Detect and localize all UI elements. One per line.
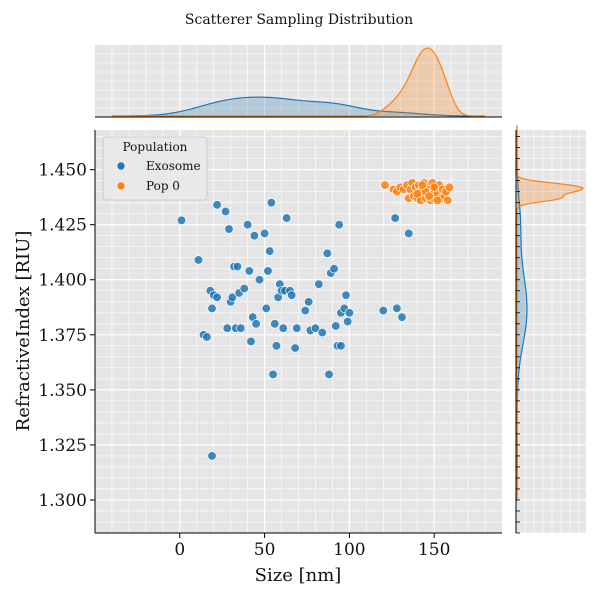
point-pop-0 (444, 182, 455, 192)
point-exosome (254, 275, 265, 285)
point-exosome (331, 321, 341, 331)
x-tick-label: 150 (418, 540, 450, 560)
point-exosome (263, 266, 273, 276)
point-exosome (202, 332, 212, 342)
point-exosome (246, 336, 256, 347)
point-exosome (281, 213, 292, 223)
point-exosome (212, 292, 222, 303)
point-pop-0 (417, 180, 427, 190)
scatter-points (176, 178, 455, 461)
point-pop-0 (432, 195, 443, 206)
x-axis-ticks: 0 50 100 150 (174, 533, 450, 560)
legend-marker-exosome (116, 161, 126, 171)
point-exosome (207, 451, 217, 461)
point-exosome (341, 290, 351, 300)
point-exosome (304, 297, 314, 307)
point-exosome (378, 305, 388, 316)
y-tick-label: 1.425 (38, 216, 87, 236)
point-exosome (193, 255, 204, 265)
top-kde-line-exosome (111, 96, 486, 117)
point-exosome (290, 343, 300, 353)
point-exosome (271, 341, 282, 351)
right-marginal-panel (515, 125, 586, 534)
y-tick-label: 1.325 (38, 436, 87, 456)
point-exosome (224, 224, 234, 234)
point-exosome (314, 279, 324, 289)
legend: Population Exosome Pop 0 (102, 136, 208, 201)
legend-label-pop0: Pop 0 (146, 179, 180, 193)
point-exosome (207, 303, 217, 314)
top-marginal-kde (111, 47, 486, 117)
right-marginal-background (516, 130, 586, 533)
x-axis-label: Size [nm] (255, 565, 342, 586)
point-exosome (176, 215, 187, 225)
point-exosome (300, 305, 310, 316)
point-exosome (270, 319, 280, 329)
point-exosome (343, 316, 353, 327)
point-exosome (212, 200, 222, 210)
point-exosome (222, 323, 232, 333)
point-exosome (392, 303, 402, 314)
y-tick-label: 1.300 (38, 491, 87, 511)
top-kde-fill-exosome (111, 97, 486, 116)
point-exosome (239, 283, 249, 294)
point-exosome (249, 231, 260, 241)
y-axis-label: RefractiveIndex [RIU] (13, 231, 34, 432)
point-exosome (268, 369, 278, 380)
point-pop-0 (412, 189, 422, 199)
x-tick-label: 100 (333, 540, 365, 560)
y-tick-label: 1.400 (38, 271, 87, 291)
point-exosome (261, 303, 271, 314)
point-exosome (242, 220, 253, 230)
point-exosome (220, 206, 231, 217)
y-tick-label: 1.375 (38, 326, 87, 346)
legend-marker-pop0 (116, 181, 126, 191)
top-kde-fill-pop-0 (111, 48, 486, 116)
point-exosome (397, 312, 407, 322)
legend-label-exosome: Exosome (146, 159, 201, 173)
point-exosome (292, 323, 302, 333)
right-marginal-ticks (516, 136, 520, 534)
point-exosome (232, 261, 243, 272)
point-exosome (227, 292, 238, 303)
point-exosome (334, 220, 344, 230)
point-exosome (251, 319, 261, 329)
right-kde-fill-exosome (517, 125, 527, 500)
point-exosome (259, 228, 270, 239)
main-plot-panel: 0 50 100 150 1.300 1.325 1.350 1.375 1.400 1.425… (38, 130, 502, 560)
legend-box (102, 136, 208, 201)
point-exosome (329, 264, 339, 274)
legend-title: Population (123, 140, 188, 154)
point-exosome (244, 266, 254, 276)
chart-title: Scatterer Sampling Distribution (185, 12, 413, 28)
point-exosome (336, 341, 346, 351)
point-exosome (310, 323, 321, 333)
point-pop-0 (429, 182, 439, 192)
point-exosome (317, 327, 327, 338)
point-exosome (404, 228, 414, 239)
y-axis-ticks: 1.300 1.325 1.350 1.375 1.400 1.425 1.450 (38, 161, 95, 511)
point-exosome (236, 323, 246, 333)
point-pop-0 (443, 195, 453, 206)
point-exosome (265, 246, 275, 256)
point-exosome (390, 213, 400, 223)
top-marginal-panel (95, 45, 502, 118)
top-kde-line-pop-0 (111, 47, 486, 117)
y-tick-label: 1.450 (38, 161, 87, 181)
point-exosome (344, 308, 355, 318)
point-pop-0 (424, 191, 434, 201)
x-tick-label: 50 (254, 540, 276, 560)
point-exosome (322, 248, 332, 258)
point-exosome (324, 369, 334, 380)
x-tick-label: 0 (174, 540, 185, 560)
right-marginal-grid (516, 130, 586, 534)
top-marginal-grid (95, 45, 502, 117)
y-tick-label: 1.350 (38, 381, 87, 401)
point-exosome (266, 198, 277, 208)
point-exosome (278, 323, 288, 333)
point-exosome (287, 290, 297, 300)
point-pop-0 (380, 180, 390, 190)
